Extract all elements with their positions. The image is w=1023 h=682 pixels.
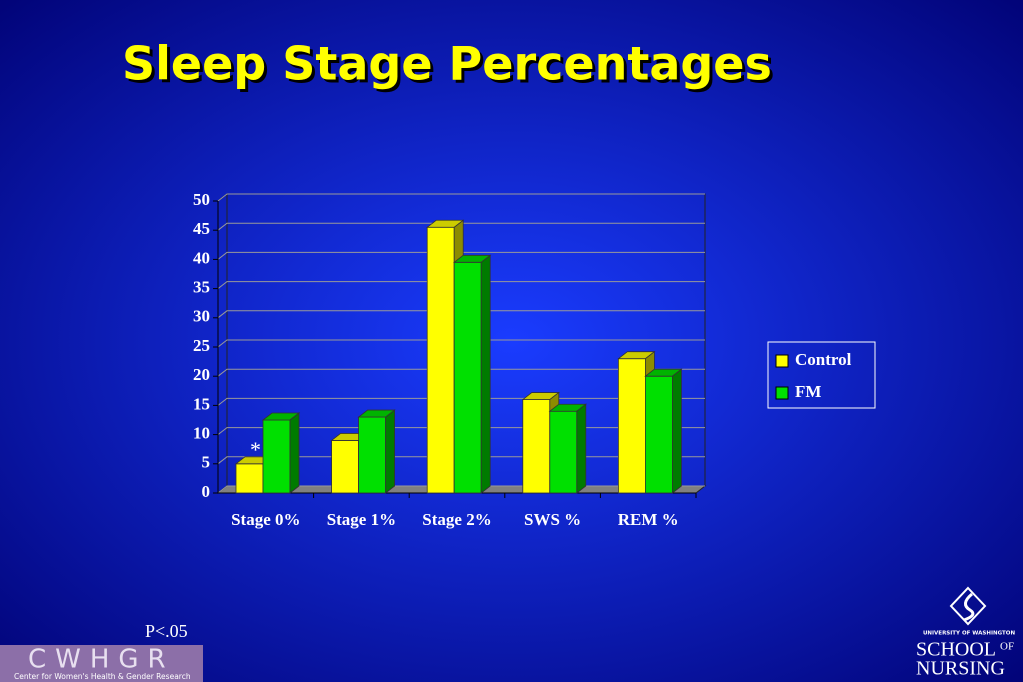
logo-subtitle: Center for Women's Health & Gender Resea… — [14, 672, 191, 681]
x-tick-label: Stage 1% — [327, 510, 396, 529]
chart-title: Sleep Stage Percentages — [122, 37, 772, 91]
x-tick-label: Stage 2% — [422, 510, 491, 529]
logo-of: OF — [1000, 641, 1014, 653]
bar-side — [672, 368, 682, 494]
legend-label: FM — [795, 382, 821, 401]
y-tick-label: 5 — [202, 453, 211, 472]
y-tick-label: 20 — [193, 365, 210, 384]
x-tick-label: SWS % — [524, 510, 581, 529]
annotation: * — [250, 437, 261, 462]
grid-line — [217, 339, 705, 348]
bar — [645, 375, 673, 494]
bar — [235, 463, 264, 494]
cwhgr-logo: CWHGR Center for Women's Health & Gender… — [0, 645, 203, 682]
bar-side — [385, 409, 395, 494]
y-tick-label: 50 — [193, 190, 210, 209]
bar — [522, 399, 551, 494]
bar — [358, 416, 387, 494]
grid-line — [217, 281, 705, 289]
bar-side — [289, 412, 300, 494]
grid-line — [217, 368, 705, 377]
bar — [262, 419, 291, 494]
y-tick-label: 10 — [193, 424, 210, 443]
y-tick-label: 30 — [193, 307, 210, 326]
grid-line — [217, 310, 705, 319]
logo-nursing: NURSING — [916, 658, 1005, 680]
legend-box — [767, 341, 876, 409]
logo-title: CWHGR — [28, 645, 175, 675]
x-tick-label: Stage 0% — [231, 510, 300, 529]
bar — [331, 440, 360, 494]
bar-side — [480, 254, 491, 494]
bar-side — [576, 403, 587, 494]
title-shadow: Sleep Stage Percentages — [125, 40, 775, 94]
bar — [618, 358, 646, 494]
bar — [453, 261, 482, 494]
y-tick-label: 0 — [202, 482, 211, 501]
y-tick-label: 45 — [193, 219, 210, 238]
y-tick-label: 35 — [193, 278, 210, 297]
logo-mark — [949, 586, 987, 626]
logo-school: SCHOOL — [916, 639, 996, 661]
x-tick-label: REM % — [618, 510, 679, 529]
logo-mark — [963, 592, 975, 622]
legend-label: Control — [795, 350, 852, 369]
y-tick-label: 40 — [193, 248, 210, 267]
logo-top: UNIVERSITY OF WASHINGTON — [923, 631, 1016, 637]
annotation: P<.05 — [145, 621, 188, 641]
grid-line — [217, 222, 705, 231]
bar — [549, 410, 578, 494]
legend-swatch — [775, 386, 789, 400]
uw-logo: UNIVERSITY OF WASHINGTON SCHOOL OF NURSI… — [916, 586, 1016, 680]
bar — [426, 226, 455, 494]
y-tick-label: 25 — [193, 336, 210, 355]
grid-line — [217, 251, 705, 260]
legend-swatch — [775, 354, 789, 368]
y-tick-label: 15 — [193, 394, 210, 413]
logo-bg — [0, 645, 203, 682]
grid-line — [217, 193, 705, 202]
plot: 0 5 10 15 20 25 30 35 40 45 50 Stage 0% Stage 1% Stag… — [193, 190, 876, 529]
